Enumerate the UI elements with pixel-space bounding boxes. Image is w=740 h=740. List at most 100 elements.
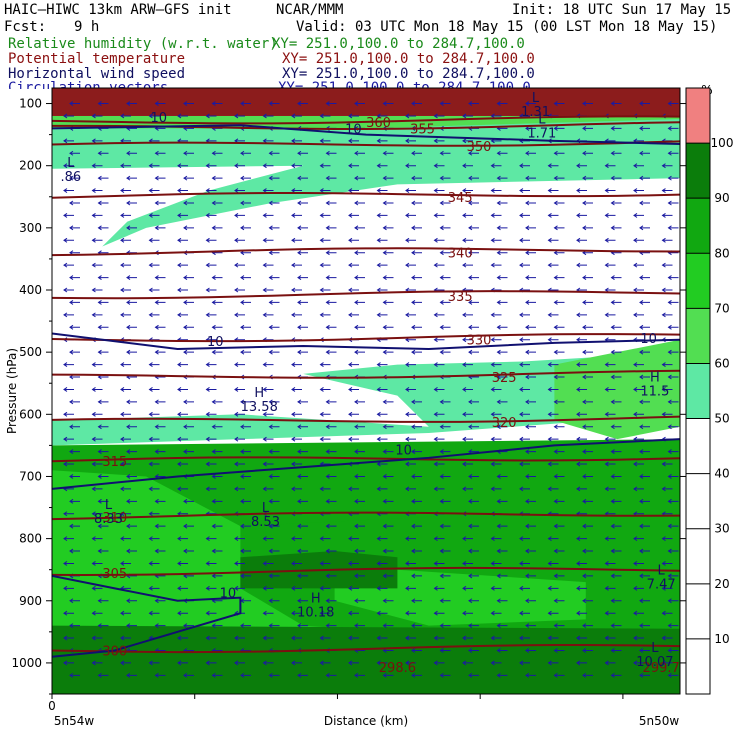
- circulation-vector: [519, 212, 530, 218]
- circulation-vector: [268, 275, 280, 280]
- circulation-vector: [120, 511, 131, 517]
- circulation-vector: [468, 498, 479, 504]
- theta-label-320: 320: [492, 416, 517, 431]
- circulation-vector: [268, 300, 280, 305]
- circulation-vector: [354, 598, 365, 604]
- circulation-vector: [91, 486, 103, 492]
- extremum-marker: L: [538, 113, 546, 128]
- circulation-vector: [154, 101, 166, 106]
- circulation-vector: [553, 374, 565, 380]
- circulation-vector: [91, 436, 103, 442]
- x-endpoint-left: 5n54w: [54, 714, 95, 728]
- circulation-vector: [582, 672, 593, 678]
- circulation-vector: [154, 275, 166, 280]
- circulation-vector: [433, 312, 445, 318]
- circulation-vector: [639, 200, 650, 206]
- circulation-vector: [496, 200, 508, 206]
- circulation-vector: [610, 449, 622, 455]
- y-tick-label: 600: [19, 407, 42, 421]
- circulation-vector: [667, 623, 679, 629]
- circulation-vector: [183, 175, 194, 181]
- circulation-vector: [433, 212, 445, 218]
- circulation-vector: [126, 175, 137, 181]
- circulation-vector: [405, 561, 416, 566]
- rh-50-region-upper: [52, 109, 680, 247]
- potential-temperature-layer: [52, 115, 680, 654]
- circulation-vector: [576, 262, 587, 268]
- circulation-vector: [639, 101, 650, 106]
- circulation-vector: [183, 424, 194, 430]
- colorbar-tick-label: 20: [714, 577, 729, 591]
- circulation-vector: [234, 312, 245, 318]
- circulation-vector: [433, 411, 445, 417]
- colorbar-outline: [685, 87, 711, 695]
- circulation-vector: [183, 324, 194, 330]
- theta-label-310: 310: [102, 511, 127, 526]
- circulation-vector: [462, 610, 473, 616]
- theta-contour-350: [52, 140, 680, 147]
- circulation-vector: [490, 461, 502, 467]
- circulation-vector: [639, 399, 650, 405]
- theta-contour-335: [52, 290, 680, 300]
- circulation-vector: [490, 362, 502, 368]
- circulation-vector: [91, 635, 103, 641]
- circulation-vector: [582, 399, 593, 405]
- circulation-vector: [490, 486, 502, 492]
- circulation-vector: [297, 623, 308, 629]
- circulation-vector: [234, 113, 245, 119]
- circulation-vector: [496, 349, 508, 355]
- circulation-vector: [490, 113, 502, 119]
- circulation-vector: [547, 411, 559, 417]
- circulation-vector: [468, 474, 479, 479]
- circulation-vector: [405, 660, 416, 666]
- circulation-vector: [325, 548, 337, 554]
- circulation-vector: [183, 200, 194, 206]
- circulation-vector: [69, 349, 80, 355]
- circulation-vector: [97, 474, 109, 479]
- circulation-vector: [496, 523, 508, 529]
- circulation-vector: [610, 523, 622, 529]
- circulation-vector: [262, 312, 274, 318]
- circulation-vector: [667, 598, 679, 604]
- circulation-vector: [405, 163, 416, 169]
- circulation-vector: [553, 498, 565, 504]
- circulation-vector: [468, 598, 479, 604]
- circulation-vector: [262, 212, 274, 218]
- circulation-vector: [91, 237, 103, 243]
- circulation-vector: [154, 424, 166, 430]
- circulation-vector: [382, 498, 394, 504]
- circulation-vector: [661, 163, 673, 169]
- circulation-vector: [154, 175, 166, 181]
- circulation-vector: [610, 225, 622, 231]
- circulation-vector: [69, 200, 80, 206]
- circulation-vector: [496, 300, 508, 305]
- circulation-vector: [63, 635, 74, 641]
- circulation-vector: [126, 474, 137, 479]
- circulation-vector: [462, 486, 473, 492]
- circulation-vector: [433, 188, 445, 193]
- circulation-vector: [325, 523, 337, 529]
- circulation-vector: [63, 610, 74, 616]
- circulation-vector: [582, 349, 593, 355]
- circulation-vector: [240, 672, 251, 678]
- field-theta-name: Potential temperature: [8, 51, 186, 67]
- circulation-vector: [319, 312, 331, 318]
- circulation-vector: [205, 536, 217, 542]
- circulation-vector: [405, 362, 416, 368]
- circulation-vector: [433, 436, 445, 442]
- circulation-vector: [63, 163, 74, 169]
- circulation-vector: [234, 461, 245, 467]
- circulation-vector: [354, 474, 365, 479]
- colorbar-band-90: [686, 143, 710, 199]
- circulation-vector: [411, 573, 422, 579]
- circulation-vector: [91, 113, 103, 119]
- circulation-vector: [183, 300, 194, 305]
- circulation-vector: [411, 523, 422, 529]
- circulation-vector: [547, 536, 559, 542]
- circulation-vector: [667, 449, 679, 455]
- circulation-vector: [525, 101, 536, 106]
- circulation-vector: [126, 225, 137, 231]
- circulation-vector: [319, 113, 331, 119]
- circulation-vector: [468, 250, 479, 256]
